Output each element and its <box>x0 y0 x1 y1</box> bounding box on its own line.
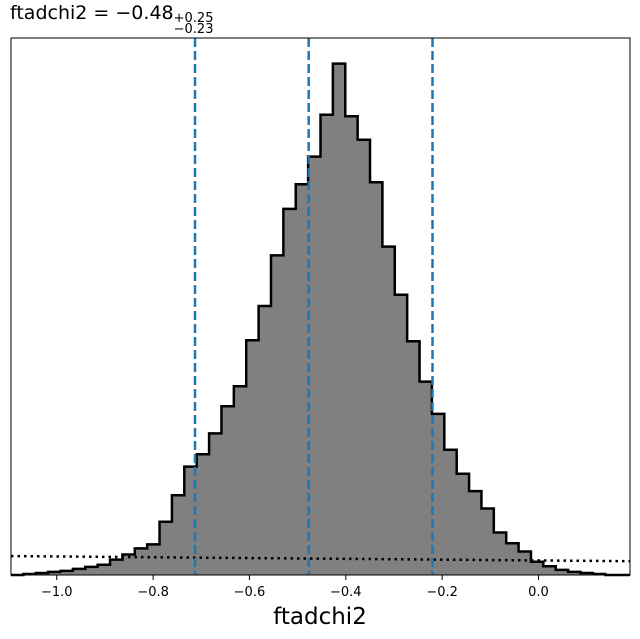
histogram-bar <box>97 564 111 575</box>
x-tick-label: −1.0 <box>41 585 73 600</box>
histogram-bar <box>72 568 86 575</box>
histogram-bar <box>370 182 383 576</box>
title-errors: +0.25 −0.23 <box>173 11 214 37</box>
chart-title: ftadchi2 = −0.48 +0.25 −0.23 <box>10 2 214 37</box>
histogram-bar <box>407 341 420 575</box>
histogram-bar <box>394 294 408 575</box>
histogram-bar <box>171 495 185 575</box>
histogram-bar <box>85 566 98 575</box>
histogram-bar <box>283 208 297 575</box>
histogram-bar <box>122 554 136 575</box>
histogram-bar <box>320 114 334 575</box>
title-plus-error: +0.25 <box>173 11 214 26</box>
plot-frame <box>10 37 631 576</box>
histogram-bar <box>295 184 309 576</box>
histogram-bar <box>543 566 557 575</box>
x-tick-label: −0.4 <box>330 585 362 600</box>
prior-line <box>10 554 631 563</box>
histogram-bar <box>382 246 396 576</box>
histogram-bar <box>431 413 445 575</box>
histogram-bar <box>481 508 495 575</box>
histogram-bar <box>518 551 532 575</box>
histogram-bar <box>147 544 160 575</box>
histogram-bar <box>469 491 482 575</box>
histogram-bar <box>196 454 210 575</box>
histogram-bar <box>270 255 284 575</box>
title-equals: = <box>93 2 110 24</box>
x-tick-label: −0.2 <box>426 585 458 600</box>
histogram-bar <box>530 561 544 575</box>
histogram-bar <box>209 433 222 575</box>
histogram-bar <box>555 569 569 575</box>
x-axis-ticks: −1.0 −0.8 −0.6 −0.4 −0.2 0.0 <box>41 575 549 600</box>
histogram-bar <box>357 139 371 575</box>
histogram-bar <box>568 571 581 575</box>
histogram-bar <box>456 473 470 575</box>
histogram-bar <box>493 532 507 575</box>
histogram-bar <box>246 340 259 575</box>
histogram-bar <box>308 156 321 575</box>
histogram-bar <box>60 570 74 575</box>
x-axis-label: ftadchi2 <box>273 604 367 630</box>
title-param: ftadchi2 <box>10 2 88 24</box>
title-median: −0.48 <box>115 2 174 24</box>
x-tick-label: −0.6 <box>234 585 266 600</box>
histogram-bar <box>221 406 235 575</box>
histogram-outline <box>11 62 630 577</box>
title-minus-error: −0.23 <box>173 22 214 37</box>
histogram-bar <box>419 381 433 575</box>
prior-dotted-line <box>10 554 631 563</box>
histogram-bar <box>233 386 247 575</box>
histogram-bar <box>345 116 358 576</box>
histogram-bar <box>159 521 173 575</box>
histogram-bar <box>444 449 457 575</box>
x-tick-label: −0.8 <box>137 585 169 600</box>
x-tick-label: 0.0 <box>528 585 549 600</box>
histogram-bars <box>11 62 630 577</box>
histogram-bar <box>110 559 123 575</box>
quantile-lines <box>193 38 434 575</box>
histogram-bar <box>258 305 272 575</box>
histogram-bar <box>332 63 346 575</box>
histogram-bar <box>134 548 148 575</box>
histogram-bar <box>48 571 61 575</box>
